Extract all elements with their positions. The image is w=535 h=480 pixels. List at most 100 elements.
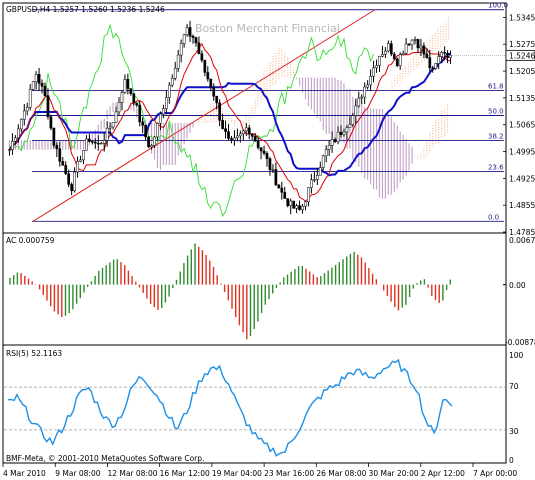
price-tick-label: 1.4925 xyxy=(509,174,535,183)
candle-body xyxy=(437,56,441,64)
rsi-tick-0: 0 xyxy=(509,456,514,465)
candle-body xyxy=(363,86,367,98)
candle-body xyxy=(271,169,275,171)
candle-body xyxy=(70,184,73,192)
rsi-line xyxy=(7,358,453,457)
candle-body xyxy=(188,27,192,37)
candle-body xyxy=(93,141,97,144)
candle-body xyxy=(378,55,381,66)
candle-body xyxy=(321,155,325,168)
candle-body xyxy=(55,145,59,150)
candle-body xyxy=(167,84,171,98)
candle-body xyxy=(61,161,65,166)
candle-body xyxy=(156,123,159,138)
candle-body xyxy=(369,75,372,86)
candle-body xyxy=(150,145,153,148)
watermark-label: Boston Merchant Financial xyxy=(195,22,340,35)
candle-body xyxy=(82,150,85,161)
tenkan-line xyxy=(9,42,451,202)
candle-body xyxy=(410,39,414,46)
ac-tick-zero: 0.00 xyxy=(509,281,526,290)
candle-body xyxy=(28,89,32,108)
price-tick-label: 1.5065 xyxy=(509,121,535,130)
candle-body xyxy=(244,127,248,132)
candle-body xyxy=(336,131,340,142)
candle-body xyxy=(37,74,41,84)
fib-level-label: 100.0 xyxy=(488,2,508,10)
fib-level-label: 23.6 xyxy=(488,163,504,171)
candle-body xyxy=(52,127,56,146)
candle-body xyxy=(416,39,420,49)
candle-body xyxy=(182,34,186,44)
rsi-tick-70: 70 xyxy=(509,382,519,391)
candle-body xyxy=(129,88,133,94)
candle-body xyxy=(8,149,11,151)
time-tick-label: 12 Mar 08:00 xyxy=(107,469,157,478)
candle-body xyxy=(173,68,177,79)
candle-body xyxy=(268,158,272,170)
candle-body xyxy=(241,130,245,134)
candle-body xyxy=(401,53,405,55)
candle-body xyxy=(162,108,165,115)
candle-body xyxy=(132,93,136,104)
copyright-text: BMF-Meta, © 2001-2010 MetaQuotes Softwar… xyxy=(6,454,204,463)
candle-body xyxy=(43,85,47,96)
candle-body xyxy=(209,78,213,88)
candle-body xyxy=(85,138,88,151)
candle-body xyxy=(185,27,189,36)
price-tick-label: 1.5345 xyxy=(509,13,535,22)
candle-body xyxy=(413,39,417,41)
candle-body xyxy=(99,143,103,145)
candle-body xyxy=(431,67,435,69)
candle-body xyxy=(117,102,121,113)
candle-body xyxy=(330,139,334,146)
kijun-line xyxy=(8,53,451,177)
candle-body xyxy=(345,127,349,133)
candle-body xyxy=(315,175,319,180)
candle-body xyxy=(449,55,452,58)
candle-body xyxy=(212,86,216,97)
candle-body xyxy=(105,127,109,141)
candle-body xyxy=(283,192,287,199)
candle-body xyxy=(224,128,227,132)
candle-body xyxy=(253,135,257,142)
candle-body xyxy=(138,104,142,123)
fib-level-label: 38.2 xyxy=(488,132,504,140)
candle-body xyxy=(25,107,29,112)
price-tick-label: 1.4855 xyxy=(509,201,535,210)
candle-body xyxy=(419,45,423,49)
candle-body xyxy=(262,150,266,154)
candle-body xyxy=(392,53,396,60)
candle-body xyxy=(159,113,162,124)
candle-body xyxy=(200,53,204,61)
candle-body xyxy=(58,148,62,162)
candle-body xyxy=(91,141,94,143)
candle-body xyxy=(298,205,301,210)
price-tick-label: 1.5246 xyxy=(509,51,535,60)
candle-body xyxy=(64,165,68,174)
price-tick-label: 1.4995 xyxy=(509,148,535,157)
candle-body xyxy=(274,169,278,186)
candle-body xyxy=(203,59,207,73)
ac-label: AC 0.000759 xyxy=(6,236,55,245)
candle-body xyxy=(422,45,426,55)
time-tick-label: 26 Mar 08:00 xyxy=(316,469,366,478)
candle-body xyxy=(40,82,44,87)
candle-body xyxy=(73,171,76,192)
candle-body xyxy=(443,52,446,54)
time-tick-label: 9 Mar 08:00 xyxy=(55,469,101,478)
candle-body xyxy=(67,173,71,185)
candle-body xyxy=(289,200,293,207)
time-tick-label: 19 Mar 04:00 xyxy=(212,469,262,478)
candle-body xyxy=(310,179,313,188)
candle-body xyxy=(236,135,239,139)
candle-body xyxy=(354,105,358,116)
price-tick-label: 1.5135 xyxy=(509,94,535,103)
candle-body xyxy=(111,122,115,128)
candle-body xyxy=(360,96,364,99)
candle-body xyxy=(19,119,23,130)
candle-body xyxy=(384,50,387,55)
time-tick-label: 23 Mar 16:00 xyxy=(264,469,314,478)
candle-body xyxy=(351,115,355,125)
